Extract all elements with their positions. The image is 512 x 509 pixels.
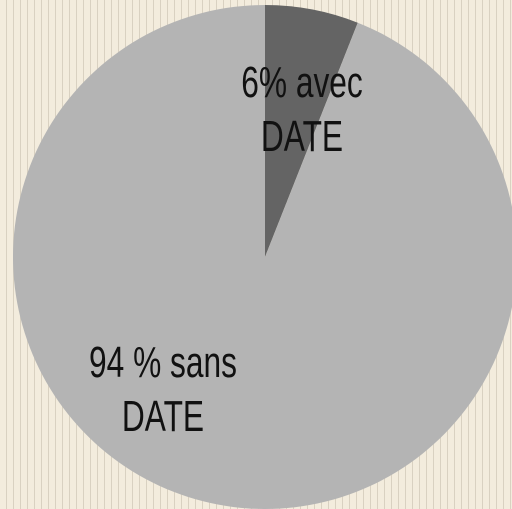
slice-label: 94 % sans DATE [89, 338, 237, 441]
pie-slice [265, 5, 358, 257]
pie-slice [13, 5, 512, 509]
slice-label: 6% avec DATE [241, 58, 363, 161]
